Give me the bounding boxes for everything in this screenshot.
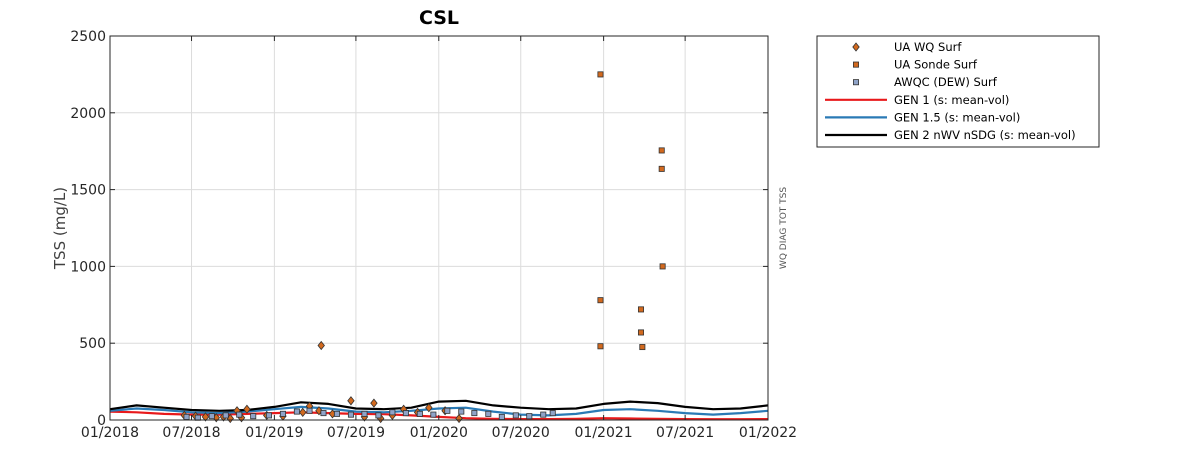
data-point-series-2 [250, 413, 257, 420]
x-axis-ticks: 01/2018 07/2018 01/2019 07/2019 01/2020 07/20… [81, 36, 797, 441]
data-point-series-2 [444, 407, 451, 414]
data-point-series-2 [347, 411, 354, 418]
data-point-series-2 [361, 410, 368, 417]
legend-marker-2 [853, 79, 860, 86]
data-point-series-2 [306, 407, 313, 414]
data-point-series-1 [637, 306, 644, 313]
data-point-series-2 [458, 408, 465, 415]
data-point-series-2 [389, 409, 396, 416]
y-axis-ticks: 0 500 1000 1500 2000 2500 [70, 29, 768, 429]
y-tick-label: 0 [97, 413, 106, 429]
x-tick-label: 07/2021 [656, 425, 714, 441]
y-tick-label: 500 [79, 336, 106, 352]
data-point-series-2 [279, 410, 286, 417]
data-point-series-2 [183, 413, 190, 420]
y-tick-label: 2500 [70, 29, 106, 45]
legend-marker-0 [852, 42, 860, 52]
x-tick-label: 07/2018 [162, 425, 220, 441]
x-tick-label: 07/2019 [327, 425, 385, 441]
data-point-series-2 [402, 410, 409, 417]
data-point-series-0 [201, 412, 210, 422]
data-point-series-0 [317, 340, 325, 351]
data-point-series-2 [293, 408, 300, 415]
data-point-series-2 [485, 410, 492, 417]
side-label: WQ DIAG TOT TSS [779, 187, 789, 269]
x-tick-label: 01/2018 [81, 425, 139, 441]
data-point-series-2 [375, 412, 382, 419]
y-tick-label: 1000 [70, 259, 106, 275]
data-point-series-0 [243, 404, 251, 414]
data-point-series-2 [498, 413, 505, 420]
data-point-series-1 [658, 147, 665, 154]
data-point-series-2 [430, 411, 437, 418]
data-point-series-2 [512, 412, 519, 419]
data-point-series-1 [658, 165, 665, 172]
legend-marker-1 [853, 61, 860, 68]
x-tick-label: 01/2019 [245, 425, 303, 441]
series-line-4 [109, 405, 769, 417]
data-point-series-2 [416, 410, 423, 417]
data-point-series-2 [320, 410, 327, 417]
legend-items: UA WQ Surf UA Sonde Surf AWQC (DEW) Surf GE… [825, 40, 1076, 142]
legend-label-2: AWQC (DEW) Surf [894, 75, 998, 89]
data-point-series-1 [597, 71, 604, 78]
x-tick-label: 07/2020 [492, 425, 550, 441]
chart-title: CSL [419, 7, 459, 29]
legend-label-5: GEN 2 nWV nSDG (s: mean-vol) [894, 128, 1076, 142]
data-point-series-2 [333, 410, 340, 417]
data-point-series-0 [425, 403, 433, 413]
data-point-series-1 [597, 297, 604, 304]
data-point-series-0 [347, 396, 355, 406]
legend-box [816, 35, 1100, 148]
data-point-series-1 [637, 329, 644, 336]
y-axis-label: TSS (mg/L) [51, 187, 69, 270]
data-point-series-2 [208, 413, 215, 420]
data-point-series-0 [370, 398, 378, 408]
data-point-series-2 [471, 410, 478, 417]
x-tick-label: 01/2020 [410, 425, 468, 441]
data-point-series-2 [526, 413, 533, 420]
data-point-series-1 [597, 343, 604, 350]
observation-points [180, 71, 666, 424]
legend-label-0: UA WQ Surf [894, 40, 962, 54]
legend-label-1: UA Sonde Surf [894, 58, 978, 72]
data-point-series-1 [639, 344, 646, 351]
data-point-series-2 [540, 411, 547, 418]
legend-label-3: GEN 1 (s: mean-vol) [894, 93, 1009, 107]
x-tick-label: 01/2021 [575, 425, 633, 441]
data-point-series-2 [549, 410, 556, 417]
y-tick-label: 1500 [70, 183, 106, 199]
data-point-series-2 [222, 412, 229, 419]
data-point-series-2 [265, 412, 272, 419]
y-tick-label: 2000 [70, 106, 106, 122]
data-point-series-1 [659, 263, 666, 270]
series-line-5 [109, 399, 769, 412]
data-point-series-0 [299, 407, 307, 417]
x-tick-label: 01/2022 [739, 425, 797, 441]
legend-label-4: GEN 1.5 (s: mean-vol) [894, 110, 1020, 124]
data-point-series-2 [236, 411, 243, 418]
legend: UA WQ Surf UA Sonde Surf AWQC (DEW) Surf GE… [816, 35, 1100, 148]
